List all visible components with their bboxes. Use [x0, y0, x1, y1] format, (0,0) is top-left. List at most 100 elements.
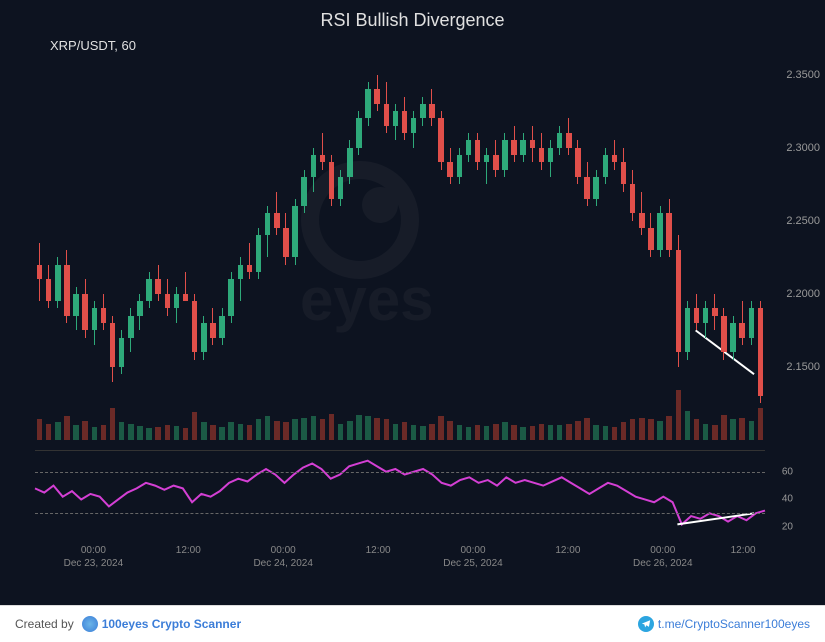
rsi-indicator-area[interactable]: 204060 — [35, 450, 765, 540]
volume-bar — [630, 419, 635, 440]
volume-bar — [730, 419, 735, 440]
x-axis-tick: 12:00 — [555, 545, 580, 556]
volume-bar — [274, 421, 279, 440]
volume-bar — [137, 426, 142, 440]
volume-bar — [101, 425, 106, 440]
volume-bar — [539, 424, 544, 440]
brand-link[interactable]: 100eyes Crypto Scanner — [82, 616, 241, 632]
chart-container: RSI Bullish Divergence XRP/USDT, 60 eyes… — [0, 0, 825, 605]
volume-bar — [502, 422, 507, 440]
y-axis-tick: 2.3500 — [786, 69, 820, 81]
x-axis: 00:00Dec 23, 202412:0000:00Dec 24, 20241… — [35, 545, 765, 595]
volume-bar — [393, 424, 398, 440]
volume-bar — [484, 426, 489, 440]
volume-bar — [37, 419, 42, 440]
volume-bar — [603, 426, 608, 440]
volume-bar — [219, 427, 224, 440]
volume-bar — [329, 414, 334, 440]
volume-bar — [429, 424, 434, 440]
volume-bar — [447, 421, 452, 440]
volume-bar — [666, 416, 671, 440]
volume-bar — [82, 421, 87, 440]
telegram-link[interactable]: t.me/CryptoScanner100eyes — [638, 616, 810, 632]
volume-bar — [256, 419, 261, 440]
volume-bar — [694, 419, 699, 440]
volume-bar — [201, 422, 206, 440]
volume-bar — [155, 427, 160, 440]
volume-bar — [55, 422, 60, 440]
volume-bar — [119, 422, 124, 440]
volume-bar — [402, 422, 407, 440]
price-chart-area[interactable]: 2.15002.20002.25002.30002.3500 — [35, 60, 765, 440]
volume-bar — [411, 425, 416, 440]
x-axis-tick: 00:00Dec 23, 2024 — [64, 545, 124, 569]
volume-bar — [721, 415, 726, 440]
volume-bar — [749, 421, 754, 440]
volume-bar — [46, 424, 51, 440]
volume-bar — [685, 411, 690, 440]
brand-icon — [82, 616, 98, 632]
volume-bar — [530, 426, 535, 440]
y-axis-tick: 2.2500 — [786, 215, 820, 227]
volume-bar — [548, 425, 553, 440]
volume-bar — [676, 390, 681, 440]
volume-bar — [210, 425, 215, 440]
footer-bar: Created by 100eyes Crypto Scanner t.me/C… — [0, 605, 825, 642]
volume-bar — [228, 422, 233, 440]
volume-bar — [657, 421, 662, 440]
volume-bar — [320, 419, 325, 440]
volume-bar — [283, 422, 288, 440]
chart-title: RSI Bullish Divergence — [0, 10, 825, 31]
volume-bar — [566, 424, 571, 440]
brand-name: 100eyes Crypto Scanner — [102, 617, 241, 631]
volume-bar — [128, 424, 133, 440]
y-axis-tick: 2.2000 — [786, 288, 820, 300]
created-by-label: Created by — [15, 617, 74, 631]
volume-bar — [584, 418, 589, 440]
volume-bar — [110, 408, 115, 440]
volume-bar — [174, 426, 179, 440]
volume-bar — [520, 427, 525, 440]
volume-bar — [466, 427, 471, 440]
rsi-axis-tick: 20 — [782, 522, 793, 533]
volume-bar — [311, 416, 316, 440]
volume-bar — [183, 428, 188, 440]
volume-bar — [420, 426, 425, 440]
volume-bar — [247, 425, 252, 440]
volume-bar — [347, 421, 352, 440]
volume-bar — [511, 425, 516, 440]
volume-bar — [457, 425, 462, 440]
volume-bar — [238, 424, 243, 440]
x-axis-tick: 00:00Dec 26, 2024 — [633, 545, 693, 569]
volume-bar — [557, 425, 562, 440]
rsi-axis-tick: 60 — [782, 466, 793, 477]
volume-bar — [301, 418, 306, 440]
volume-bar — [703, 424, 708, 440]
volume-bar — [739, 418, 744, 440]
telegram-icon — [638, 616, 654, 632]
volume-bar — [438, 416, 443, 440]
y-axis-tick: 2.1500 — [786, 361, 820, 373]
y-axis-tick: 2.3000 — [786, 142, 820, 154]
volume-bar — [475, 425, 480, 440]
telegram-text: t.me/CryptoScanner100eyes — [658, 617, 810, 631]
volume-bar — [621, 422, 626, 440]
volume-bar — [265, 416, 270, 440]
x-axis-tick: 12:00 — [366, 545, 391, 556]
volume-bar — [73, 425, 78, 440]
x-axis-tick: 12:00 — [176, 545, 201, 556]
volume-bar — [192, 412, 197, 440]
volume-bar — [384, 419, 389, 440]
volume-bar — [64, 416, 69, 440]
pair-label: XRP/USDT, 60 — [50, 38, 136, 53]
volume-bar — [374, 418, 379, 440]
rsi-axis-tick: 40 — [782, 494, 793, 505]
volume-bar — [146, 428, 151, 440]
volume-bar — [639, 418, 644, 440]
volume-bar — [712, 425, 717, 440]
volume-bar — [648, 419, 653, 440]
volume-bar — [575, 421, 580, 440]
x-axis-tick: 00:00Dec 25, 2024 — [443, 545, 503, 569]
volume-bar — [493, 424, 498, 440]
volume-bar — [365, 416, 370, 440]
